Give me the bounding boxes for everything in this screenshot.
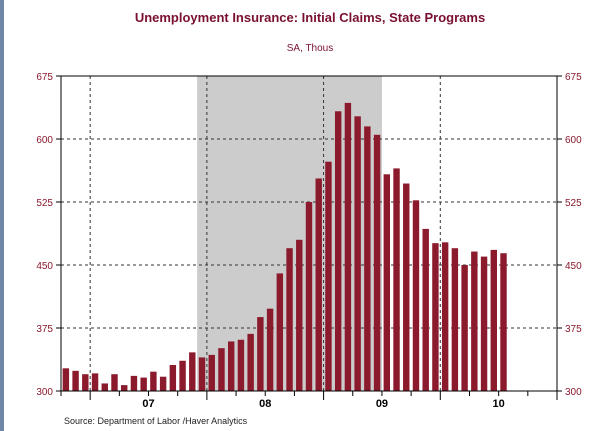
bar (364, 126, 371, 392)
y-tick-label-left: 675 (36, 72, 53, 83)
bar (432, 243, 439, 391)
bar (227, 341, 235, 391)
y-tick-label-right: 600 (565, 135, 582, 146)
bar (72, 370, 79, 391)
bar (451, 248, 459, 391)
bar (169, 364, 177, 391)
bar (334, 111, 342, 391)
bar (140, 377, 147, 391)
y-tick-label-right: 450 (565, 261, 582, 272)
bar (315, 178, 322, 391)
bar (500, 253, 507, 391)
bar (441, 242, 449, 391)
bar (276, 273, 284, 391)
y-tick-label-right: 375 (565, 324, 582, 335)
bar (305, 202, 313, 391)
x-tick-label: 07 (142, 398, 154, 410)
y-tick-label-left: 300 (36, 387, 53, 398)
bar (189, 352, 196, 391)
initial-claims-chart: Unemployment Insurance: Initial Claims, … (36, 10, 582, 426)
bar (286, 248, 293, 391)
bar (159, 376, 167, 391)
bar (461, 265, 468, 391)
bar (91, 373, 99, 391)
chart-title: Unemployment Insurance: Initial Claims, … (135, 10, 485, 25)
bar (412, 200, 420, 391)
bar (101, 383, 108, 391)
bar (82, 374, 89, 391)
chart-source: Source: Department of Labor /Haver Analy… (64, 416, 248, 426)
plot-area: 300 300 375 375 450 450 525 525 600 600 675 675 07 08… (36, 72, 582, 410)
bar (247, 333, 254, 391)
y-tick-label-left: 375 (36, 324, 53, 335)
bar (218, 348, 225, 391)
x-tick-label: 09 (376, 398, 388, 410)
chart-subtitle: SA, Thous (287, 43, 334, 54)
bar (208, 354, 215, 391)
y-tick-label-right: 525 (565, 198, 582, 209)
y-tick-label-left: 600 (36, 135, 53, 146)
bar (266, 308, 274, 391)
bar (490, 249, 497, 391)
bar (150, 371, 157, 391)
y-tick-label-right: 675 (565, 72, 582, 83)
bar (296, 239, 303, 391)
bar (354, 116, 361, 391)
bar (121, 385, 128, 391)
bar (111, 374, 118, 391)
bar (471, 251, 478, 391)
plot-border (60, 75, 558, 392)
bar (62, 368, 70, 391)
bar (480, 256, 488, 391)
y-tick-label-right: 300 (565, 387, 582, 398)
bar (179, 360, 186, 391)
bar (373, 134, 381, 392)
bar (198, 357, 206, 391)
bar (393, 168, 400, 391)
bar (325, 161, 332, 391)
x-tick-label: 08 (259, 398, 271, 410)
bar (383, 174, 391, 391)
y-tick-label-left: 525 (36, 198, 53, 209)
y-tick-label-left: 450 (36, 261, 53, 272)
bar (257, 317, 264, 391)
x-tick-label: 10 (493, 398, 505, 410)
bar (422, 228, 429, 391)
bar (403, 183, 410, 391)
bar (344, 102, 352, 391)
bar (130, 375, 138, 391)
bar (237, 339, 245, 391)
